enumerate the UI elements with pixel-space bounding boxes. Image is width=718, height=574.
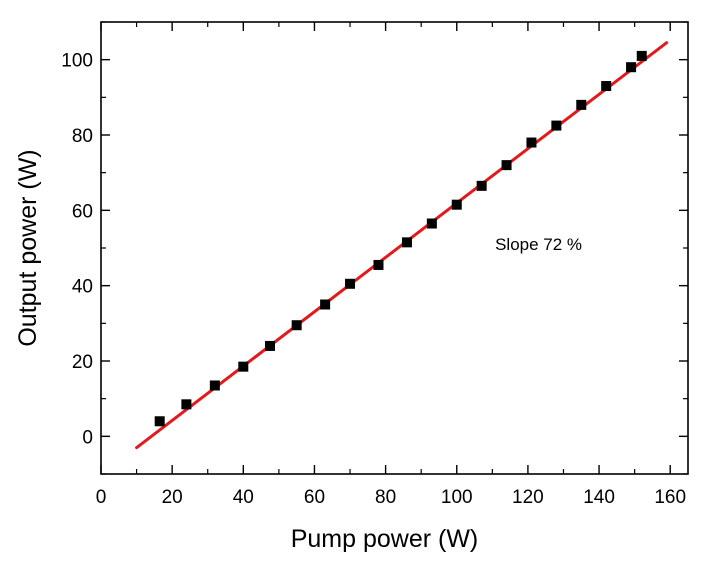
y-tick-label: 0	[82, 427, 93, 448]
axis-ticks	[100, 21, 688, 475]
data-point	[601, 81, 612, 92]
x-axis-title: Pump power (W)	[291, 525, 479, 553]
data-point	[576, 99, 587, 110]
data-point	[401, 237, 412, 248]
tick-labels: 0 20 40 60 80 100 120 140 160 0 20 40 60 80 100	[61, 51, 686, 508]
data-point	[154, 416, 165, 427]
annotations: Slope 72 %	[495, 235, 582, 254]
data-point	[501, 160, 512, 171]
data-point	[209, 380, 220, 391]
data-point	[551, 120, 562, 131]
y-tick-label: 100	[61, 51, 93, 72]
x-tick-label: 140	[583, 487, 615, 508]
y-axis-title: Output power (W)	[14, 149, 42, 346]
x-tick-label: 100	[441, 487, 473, 508]
data-point	[181, 399, 192, 410]
y-tick-label: 80	[72, 126, 93, 147]
x-tick-label: 20	[162, 487, 183, 508]
x-tick-label: 80	[375, 487, 396, 508]
x-tick-label: 120	[512, 487, 544, 508]
data-point	[264, 340, 275, 351]
data-point	[476, 180, 487, 191]
x-tick-label: 60	[304, 487, 325, 508]
data-point	[636, 50, 647, 61]
slope-annotation: Slope 72 %	[495, 235, 582, 254]
y-tick-label: 20	[72, 352, 93, 373]
data-point	[238, 361, 249, 372]
data-point	[451, 199, 462, 210]
data-point	[291, 320, 302, 331]
data-point	[426, 218, 437, 229]
data-point	[373, 259, 384, 270]
data-point	[320, 299, 331, 310]
y-tick-label: 40	[72, 277, 93, 298]
x-tick-label: 40	[233, 487, 254, 508]
linear-fit-line	[135, 41, 669, 450]
data-point	[345, 278, 356, 289]
data-point	[626, 62, 637, 73]
y-tick-label: 60	[72, 201, 93, 222]
x-tick-label: 160	[654, 487, 686, 508]
plot-frame	[100, 21, 689, 475]
data-series	[135, 41, 669, 450]
x-tick-label: 0	[96, 487, 107, 508]
data-point	[526, 137, 537, 148]
